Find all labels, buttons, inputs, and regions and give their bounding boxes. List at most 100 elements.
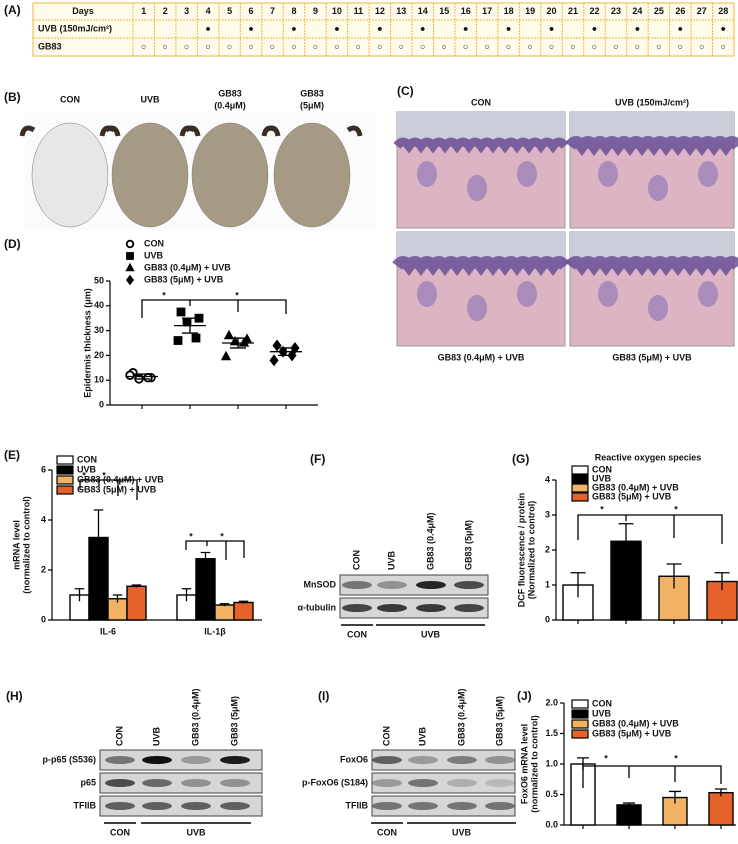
error-bar	[200, 551, 211, 565]
legend-label: CON	[592, 464, 612, 474]
y-tick-label: 1.5	[545, 728, 558, 738]
table-day: 19	[525, 6, 535, 16]
legend-swatch	[571, 483, 589, 493]
table-mark: ○	[699, 41, 704, 51]
table-mark: ●	[678, 23, 683, 33]
error-bar	[570, 572, 586, 598]
follicle	[598, 281, 618, 307]
table-day: 3	[184, 6, 189, 16]
legend-swatch	[571, 729, 589, 739]
legend-marker	[126, 252, 134, 260]
error-bar	[93, 509, 104, 565]
blot-band	[220, 756, 250, 764]
y-tick-label: 0	[41, 614, 46, 624]
error-bar	[131, 584, 142, 588]
panel-label: (C)	[397, 84, 414, 98]
group-label: GB83	[218, 88, 242, 98]
follicle	[467, 295, 487, 321]
mouse-photo	[31, 122, 109, 228]
data-point	[290, 342, 300, 354]
y-tick-label: 20	[94, 350, 104, 360]
legend-label: CON	[592, 698, 612, 708]
epidermis	[392, 256, 570, 276]
legend-label: GB83 (0.4μM) + UVB	[592, 718, 679, 728]
lane-label: UVB	[151, 726, 161, 746]
legend-label: UVB	[77, 464, 97, 474]
blot-band	[408, 802, 438, 810]
epidermis	[565, 136, 738, 156]
follicle	[467, 175, 487, 201]
legend-marker	[125, 262, 135, 272]
significance: *	[220, 531, 224, 541]
legend-swatch	[56, 485, 74, 495]
follicle	[517, 161, 537, 187]
table-mark: ○	[506, 41, 511, 51]
legend-label: GB83 (5μM) + UVB	[77, 484, 157, 494]
y-tick-label: 10	[94, 375, 104, 385]
table-mark: ●	[549, 23, 554, 33]
y-axis-label: (normalized to control)	[21, 496, 31, 594]
blot-band	[181, 756, 211, 764]
table-mark: ●	[592, 23, 597, 33]
error-bar	[74, 588, 85, 602]
table-mark: ○	[334, 41, 339, 51]
table-mark: ○	[184, 41, 189, 51]
sem-bar	[134, 373, 150, 380]
caption: GB83 (0.4μM) + UVB	[438, 352, 525, 362]
blot-band	[142, 802, 172, 810]
lane-label: CON	[381, 726, 391, 746]
table-mark: ○	[463, 41, 468, 51]
data-point	[173, 336, 183, 345]
table-day: 23	[611, 6, 621, 16]
group-label: UVB	[140, 94, 160, 104]
y-tick-label: 4	[41, 514, 46, 524]
table-mark: ○	[227, 41, 232, 51]
table-mark: ○	[291, 41, 296, 51]
bracket	[582, 765, 722, 788]
table-day: 8	[291, 6, 296, 16]
table-mark: ●	[248, 23, 253, 33]
table-day: 26	[675, 6, 685, 16]
data-point	[191, 333, 201, 343]
table-day: 9	[313, 6, 318, 16]
mouse-ear	[261, 125, 363, 137]
epidermis	[393, 137, 569, 154]
table-mark: ○	[613, 41, 618, 51]
panel-label: (D)	[4, 237, 21, 251]
mouse-photo	[273, 122, 351, 228]
y-tick-label: 3	[545, 509, 550, 519]
table-day: 17	[482, 6, 492, 16]
table-mark: ○	[248, 41, 253, 51]
bracket	[79, 479, 138, 500]
row-label: FoxO6	[340, 754, 368, 764]
data-point	[223, 329, 235, 340]
table-day: 15	[439, 6, 449, 16]
bar	[214, 604, 235, 621]
blot-band	[105, 802, 135, 810]
legend-swatch	[571, 474, 589, 484]
group-label: UVB	[421, 629, 441, 639]
row-label: α-tubulin	[297, 602, 336, 612]
legend-label: UVB	[144, 250, 164, 260]
blot-band	[142, 779, 172, 787]
table-day: 25	[654, 6, 664, 16]
table-day: 11	[354, 6, 364, 16]
y-axis-label: DCF fluorescence / protein	[516, 493, 526, 608]
column-label: CON	[471, 97, 491, 107]
legend-swatch	[571, 709, 589, 719]
row-label: TFIIB	[74, 800, 97, 810]
bracket	[577, 514, 723, 544]
group-label: (0.4μM)	[214, 100, 246, 110]
table-day: 20	[547, 6, 557, 16]
legend-marker	[125, 274, 135, 286]
table-day: 6	[249, 6, 254, 16]
table-mark: ○	[442, 41, 447, 51]
blot-band	[181, 802, 211, 810]
table-mark: ●	[377, 23, 382, 33]
legend-swatch	[571, 719, 589, 729]
data-point	[269, 354, 279, 367]
data-point	[220, 350, 232, 361]
table-mark: ○	[484, 41, 489, 51]
follicle	[648, 175, 668, 201]
